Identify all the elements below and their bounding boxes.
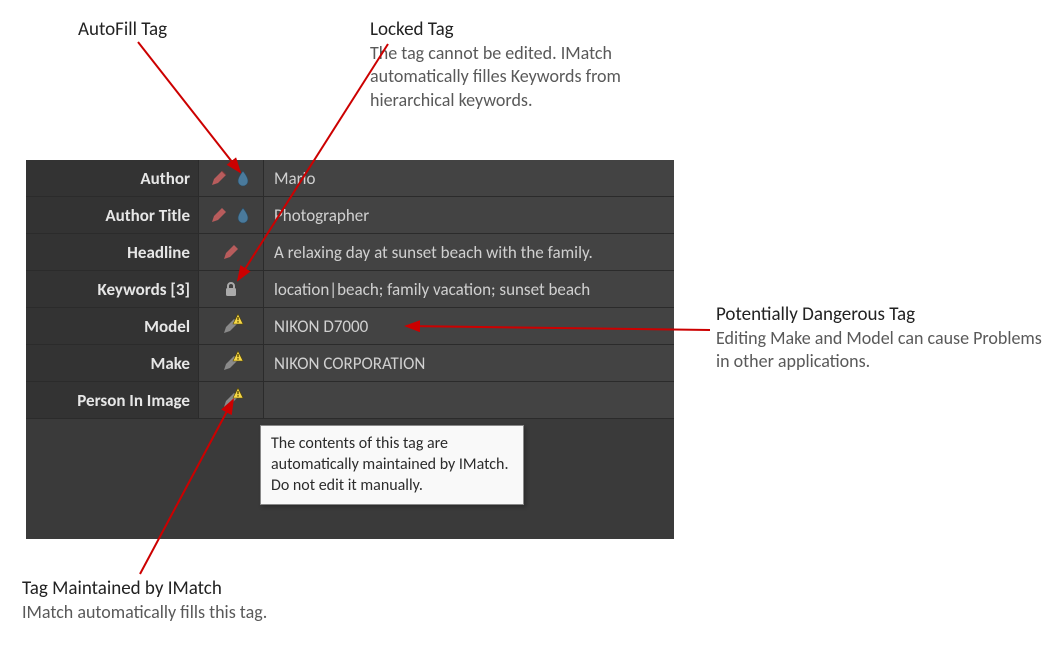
- label-author: Author: [26, 160, 199, 196]
- annotation-autofill: AutoFill Tag: [78, 18, 167, 42]
- annotation-locked: Locked Tag The tag cannot be edited. IMa…: [370, 18, 690, 112]
- value-make[interactable]: NIKON CORPORATION: [264, 345, 674, 381]
- annotation-dangerous: Potentially Dangerous Tag Editing Make a…: [716, 303, 1046, 374]
- pencil-icon[interactable]: [222, 317, 240, 335]
- annotation-maintained-title: Tag Maintained by IMatch: [22, 577, 422, 601]
- label-headline: Headline: [26, 234, 199, 270]
- icons-keywords: [199, 271, 264, 307]
- value-keywords: location|beach; family vacation; sunset …: [264, 271, 674, 307]
- value-author-title[interactable]: Photographer: [264, 197, 674, 233]
- value-person[interactable]: [264, 382, 674, 418]
- icons-make: [199, 345, 264, 381]
- annotation-locked-body: The tag cannot be edited. IMatch automat…: [370, 42, 690, 112]
- warning-icon: [232, 387, 244, 399]
- arrow-autofill: [138, 42, 240, 172]
- pencil-icon[interactable]: [222, 243, 240, 261]
- annotation-locked-title: Locked Tag: [370, 18, 690, 42]
- value-author[interactable]: Mario: [264, 160, 674, 196]
- annotation-maintained: Tag Maintained by IMatch IMatch automati…: [22, 577, 422, 624]
- icons-headline: [199, 234, 264, 270]
- icons-author-title: [199, 197, 264, 233]
- icons-author: [199, 160, 264, 196]
- warning-icon: [232, 313, 244, 325]
- warning-icon: [232, 350, 244, 362]
- icons-model: [199, 308, 264, 344]
- tooltip-line1: The contents of this tag are automatical…: [271, 434, 513, 476]
- annotation-maintained-body: IMatch automatically fills this tag.: [22, 601, 422, 624]
- lock-icon: [222, 280, 240, 298]
- droplet-icon[interactable]: [234, 206, 252, 224]
- annotation-dangerous-title: Potentially Dangerous Tag: [716, 303, 1046, 327]
- droplet-icon[interactable]: [234, 169, 252, 187]
- pencil-icon[interactable]: [222, 391, 240, 409]
- label-make: Make: [26, 345, 199, 381]
- row-model: Model NIKON D7000: [26, 308, 674, 345]
- tooltip-line2: Do not edit it manually.: [271, 476, 513, 497]
- row-make: Make NIKON CORPORATION: [26, 345, 674, 382]
- pencil-icon[interactable]: [210, 169, 228, 187]
- row-author: Author Mario: [26, 160, 674, 197]
- annotation-dangerous-body: Editing Make and Model can cause Problem…: [716, 327, 1046, 374]
- label-person: Person In Image: [26, 382, 199, 418]
- row-keywords: Keywords [3] location|beach; family vaca…: [26, 271, 674, 308]
- row-person: Person In Image: [26, 382, 674, 419]
- row-author-title: Author Title Photographer: [26, 197, 674, 234]
- row-headline: Headline A relaxing day at sunset beach …: [26, 234, 674, 271]
- pencil-icon[interactable]: [210, 206, 228, 224]
- value-headline[interactable]: A relaxing day at sunset beach with the …: [264, 234, 674, 270]
- annotation-autofill-title: AutoFill Tag: [78, 18, 167, 42]
- icons-person: [199, 382, 264, 418]
- label-author-title: Author Title: [26, 197, 199, 233]
- label-keywords: Keywords [3]: [26, 271, 199, 307]
- label-model: Model: [26, 308, 199, 344]
- pencil-icon[interactable]: [222, 354, 240, 372]
- value-model[interactable]: NIKON D7000: [264, 308, 674, 344]
- tooltip-maintained: The contents of this tag are automatical…: [260, 425, 524, 505]
